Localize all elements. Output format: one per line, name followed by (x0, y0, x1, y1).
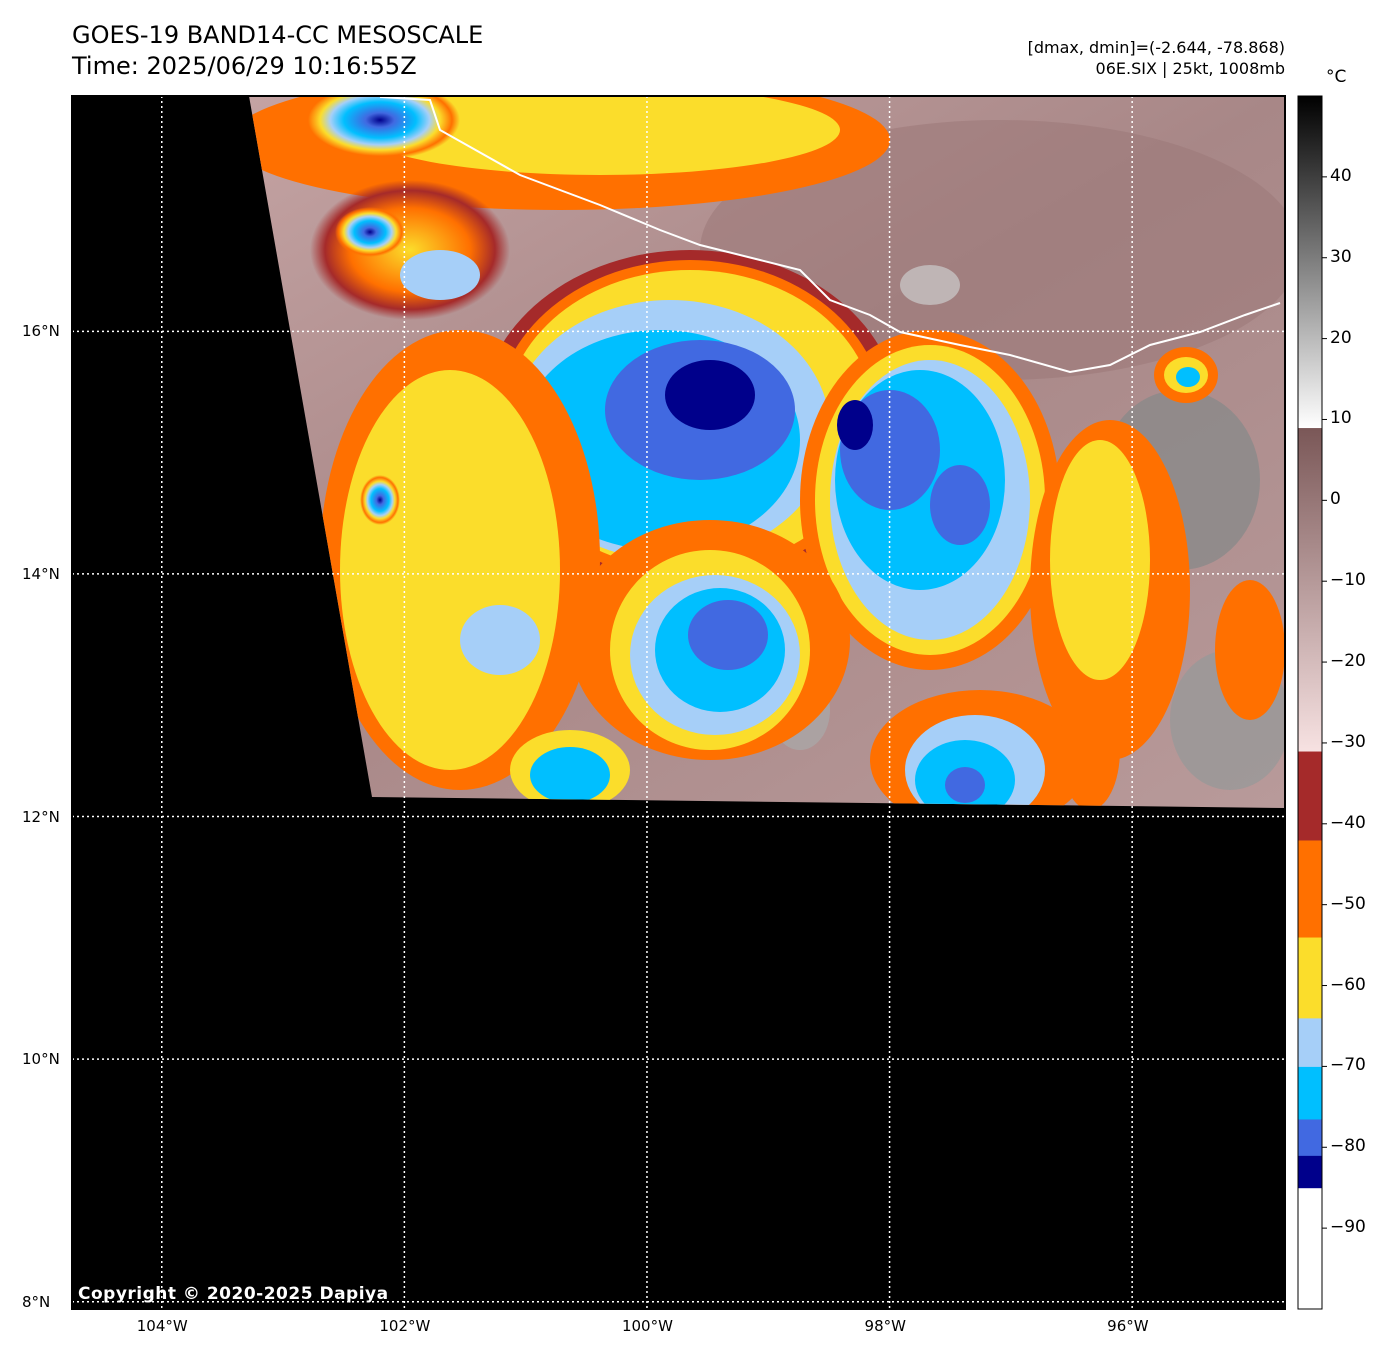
colorbar-tick-label: −50 (1330, 893, 1366, 914)
storm-info: 06E.SIX | 25kt, 1008mb (1095, 59, 1285, 78)
colorbar-band (1298, 1066, 1322, 1120)
colorbar-tick-label: 20 (1330, 327, 1352, 348)
lat-tick-label: 10°N (22, 1050, 60, 1069)
lat-tick-label: 12°N (22, 807, 60, 826)
colorbar-tick-label: −60 (1330, 974, 1366, 995)
lon-tick-label: 102°W (379, 1317, 431, 1335)
colorbar-tick-label: −90 (1330, 1217, 1366, 1238)
lon-tick-label: 104°W (136, 1317, 188, 1335)
colorbar-unit: °C (1326, 67, 1347, 87)
colorbar-band (1298, 96, 1322, 429)
colorbar-band (1298, 1017, 1322, 1067)
imagery-swath (249, 96, 1285, 808)
colorbar-frame (1297, 95, 1323, 1310)
colorbar-tick-label: −10 (1330, 570, 1366, 591)
colorbar-tick-label: 30 (1330, 246, 1352, 267)
lat-tick-label: 14°N (22, 564, 60, 583)
lon-tick-label: 98°W (864, 1317, 906, 1335)
lon-tick-label: 96°W (1107, 1317, 1149, 1335)
colorbar-band (1298, 427, 1322, 752)
colorbar-tick-label: 10 (1330, 408, 1352, 429)
colorbar-tick-label: −80 (1330, 1136, 1366, 1157)
data-range-readout: [dmax, dmin]=(-2.644, -78.868) (1027, 38, 1285, 57)
chart-time: Time: 2025/06/29 10:16:55Z (72, 52, 417, 80)
colorbar-band (1298, 1155, 1322, 1189)
lat-tick-label: 8°N (22, 1292, 51, 1311)
lon-tick-label: 100°W (621, 1317, 673, 1335)
colorbar-tick-label: 40 (1330, 165, 1352, 186)
coastline (379, 96, 1281, 374)
colorbar (1297, 95, 1327, 1310)
copyright-text: Copyright © 2020-2025 Dapiya (78, 1284, 389, 1304)
chart-title: GOES-19 BAND14-CC MESOSCALE (72, 21, 484, 49)
colorbar-band (1298, 751, 1322, 841)
colorbar-band (1298, 839, 1322, 938)
colorbar-band (1298, 1187, 1322, 1310)
lat-tick-label: 16°N (22, 322, 60, 341)
colorbar-tick-label: 0 (1330, 489, 1341, 510)
gridlines (72, 96, 1285, 1309)
map-frame (71, 95, 1286, 1310)
colorbar-tick-label: −70 (1330, 1055, 1366, 1076)
colorbar-tick-label: −20 (1330, 651, 1366, 672)
colorbar-band (1298, 1118, 1322, 1156)
colorbar-tick-label: −40 (1330, 812, 1366, 833)
colorbar-band (1298, 937, 1322, 1019)
colorbar-tick-label: −30 (1330, 731, 1366, 752)
